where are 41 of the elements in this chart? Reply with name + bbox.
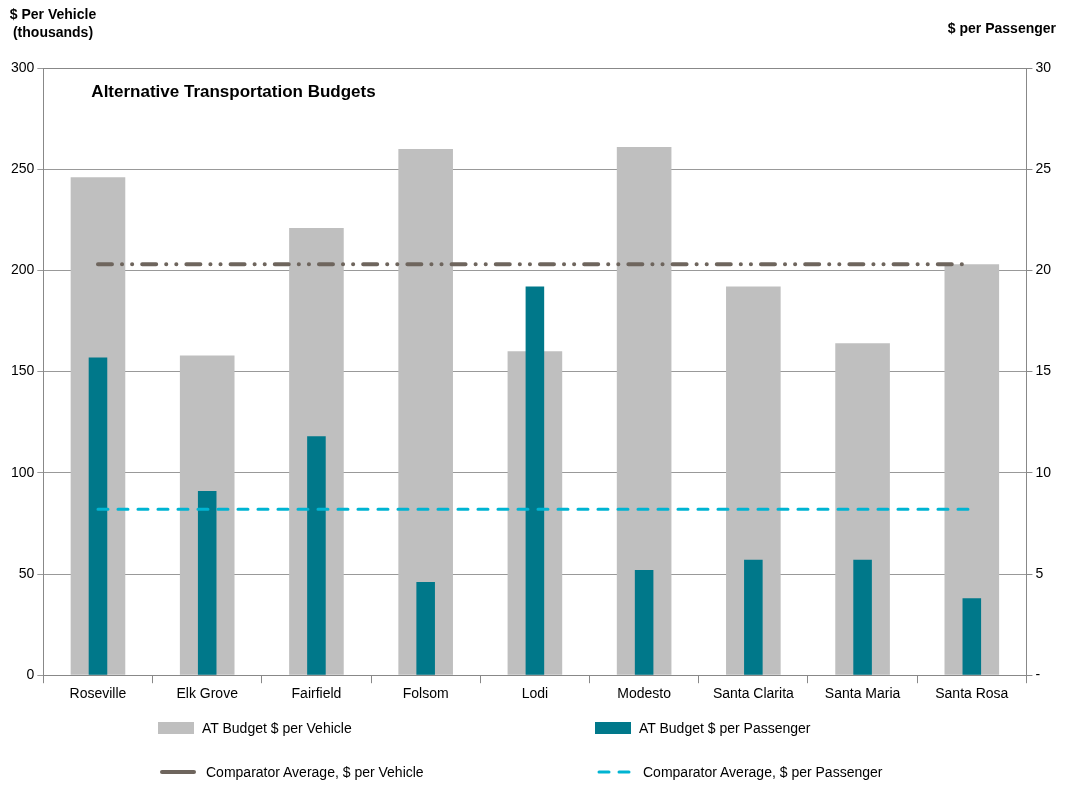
y2-tick-label: 5 [1035,564,1044,581]
bar [307,436,326,675]
x-tick-label: Fairfield [291,685,342,702]
legend-label: Comparator Average, $ per Vehicle [206,764,424,780]
y2-tick-label: 10 [1035,463,1052,480]
legend-label: Comparator Average, $ per Passenger [643,764,883,780]
legend-label: AT Budget $ per Passenger [639,720,811,736]
x-tick-label: Folsom [402,685,449,702]
x-tick-label: Santa Rosa [935,685,1009,702]
x-tick-label: Santa Maria [824,685,901,702]
bar [634,569,654,675]
y2-tick-label: 20 [1035,261,1052,278]
y2-tick-label: 25 [1035,160,1052,177]
bar [398,148,453,675]
bar [616,146,672,675]
y-tick-label: 0 [26,666,35,683]
y2-tick-label: 30 [1035,58,1052,75]
x-tick-label: Modesto [617,685,672,702]
x-tick-label: Elk Grove [176,685,239,702]
y-tick-label: 250 [11,160,35,177]
bar [944,264,1000,675]
bar [416,582,435,675]
bar [744,559,763,675]
text: Alternative Transportation Budgets [91,82,376,102]
y2-tick-label: - [1035,666,1041,683]
y-tick-label: 150 [11,362,35,379]
legend-label: AT Budget $ per Vehicle [202,720,352,736]
bar [962,598,982,675]
bar [853,559,872,675]
y-tick-label: 50 [18,564,35,581]
x-tick-label: Lodi [521,685,549,702]
x-tick-label: Roseville [69,685,127,702]
x-tick-label: Santa Clarita [712,685,795,702]
bar [88,357,108,675]
y2-tick-label: 15 [1035,362,1052,379]
y-tick-label: 300 [11,58,35,75]
y-tick-label: 100 [11,463,35,480]
bar [197,491,217,675]
y-tick-label: 200 [11,261,35,278]
y2-axis-title: $ per Passenger [947,19,1057,36]
y-axis-title: $ Per Vehicle (thousands) [9,5,97,40]
